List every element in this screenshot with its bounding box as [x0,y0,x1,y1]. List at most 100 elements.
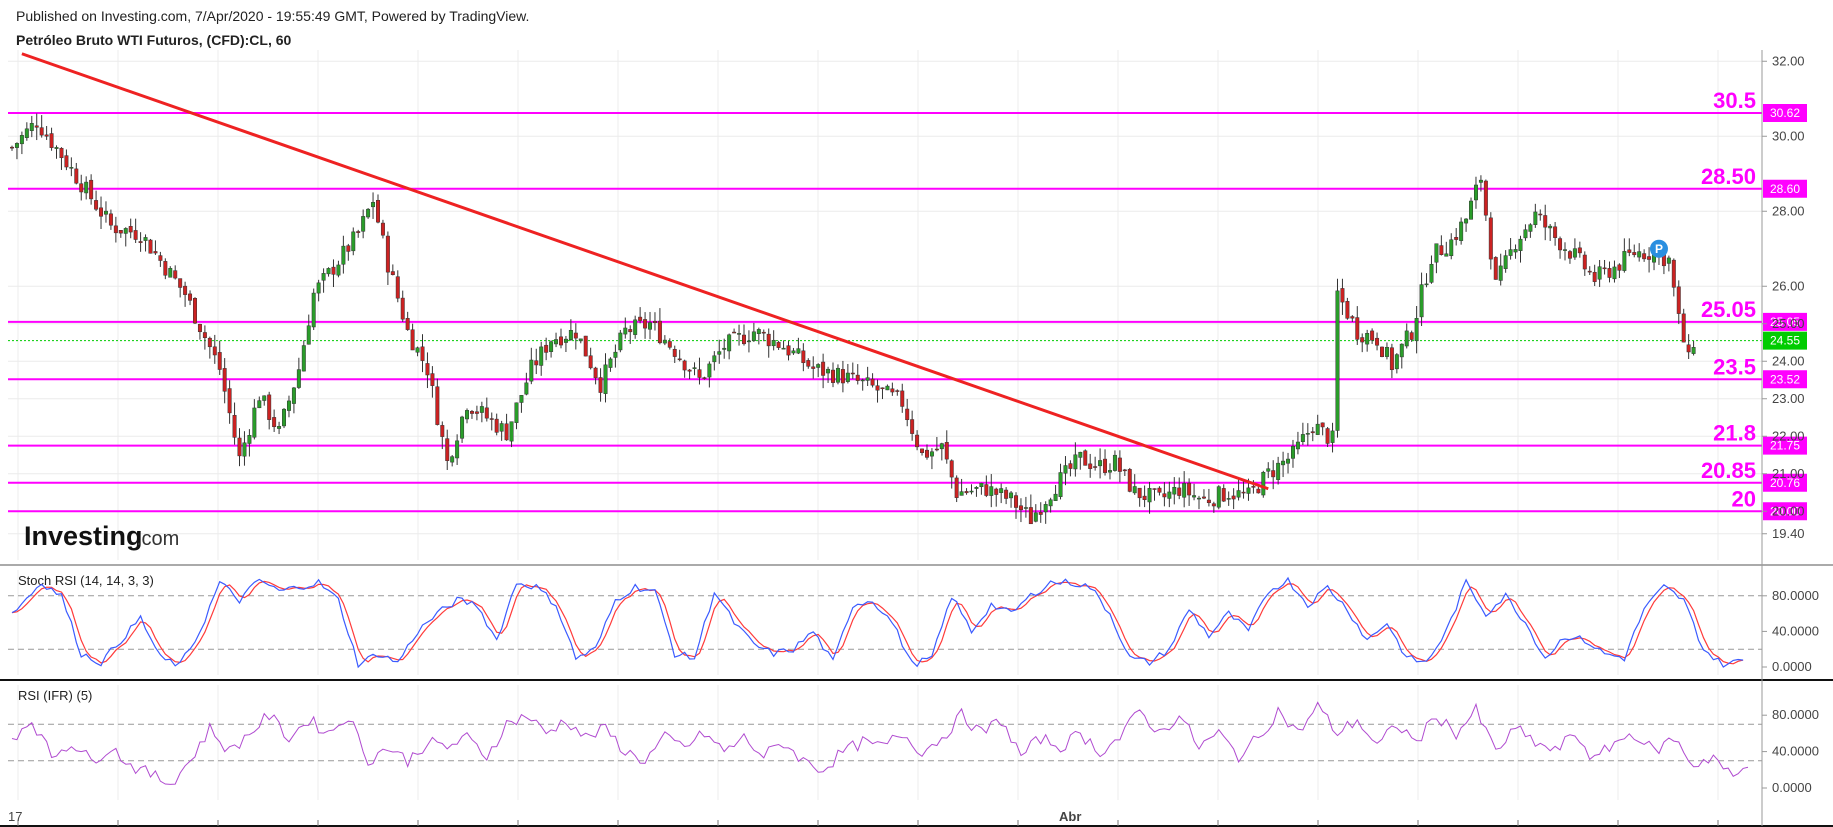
y-tick-label: 24.00 [1772,353,1805,368]
candle-body [138,241,143,243]
candle-body [890,388,895,393]
candle-body [1498,265,1503,281]
candle-body [1162,493,1167,498]
candle-body [549,341,554,352]
candle-body [1023,507,1028,509]
candle-body [1602,267,1607,270]
candle-body [826,368,831,374]
candle-body [222,368,227,392]
level-tag [1763,473,1807,492]
candle-body [128,226,133,233]
candle-body [326,268,331,275]
candle-body [237,437,242,457]
candle-body [761,331,766,334]
marker-p-icon[interactable]: P [1649,239,1668,258]
candle-body [840,369,845,384]
candle-body [247,435,252,444]
candle-body [316,282,321,294]
candle-body [1281,460,1286,466]
candle-body [791,350,796,354]
candle-body [321,273,326,281]
candle-body [1305,433,1310,435]
candle-body [380,222,385,236]
level-label: 25.05 [1701,297,1756,322]
candle-body [544,344,549,353]
candle-body [445,438,450,461]
candle-body [450,456,455,463]
candle-body [1127,469,1132,492]
candle-body [1380,346,1384,357]
candle-body [1642,253,1647,260]
candle-body [1563,249,1567,251]
candle-body [1241,491,1246,494]
candle-body [1192,495,1197,498]
candle-body [583,335,588,357]
candle-body [193,298,197,324]
candle-body [1473,184,1478,201]
candle-body [554,339,559,345]
candle-body [395,276,400,299]
candle-body [870,378,875,386]
candle-body [489,418,494,420]
candle-body [1365,333,1370,345]
candle-body [994,488,999,495]
candle-body [806,360,811,367]
candle-body [148,239,153,254]
candle-body [1622,251,1627,271]
candle-body [1266,468,1271,472]
candle-body [578,338,583,342]
level-tag [1763,436,1807,455]
candle-body [1459,221,1464,241]
candle-body [1028,507,1033,525]
candle-body [568,329,573,340]
y-tick-label: 28.00 [1772,203,1805,218]
y-tick-label: 25.00 [1772,316,1805,331]
candle-body [974,487,979,489]
candle-body [484,407,489,419]
candle-body [440,425,445,437]
candle-body [84,181,89,194]
candle-body [934,448,939,451]
y-tick-label: 20.00 [1772,503,1805,518]
candle-body [163,261,168,276]
level-tag-label: 20.00 [1770,504,1800,518]
candle-body [1033,512,1038,522]
candle-body [306,325,311,345]
candle-body [494,418,499,433]
candle-body [212,346,217,356]
y-tick-label: 23.00 [1772,391,1805,406]
candle-body [717,351,722,355]
candle-body [366,208,371,218]
candle-body [1197,497,1201,500]
candle-body [895,390,900,392]
candle-body [1251,486,1256,488]
y-tick-label: 22.00 [1772,428,1805,443]
candle-body [267,394,272,420]
candle-body [900,390,905,407]
candle-body [311,292,316,328]
candle-body [885,385,890,391]
candle-body [1093,466,1098,468]
level-label: 20 [1732,486,1756,511]
candle-body [559,336,563,346]
candle-body [123,228,128,234]
y-tick-label: 0.0000 [1772,780,1812,795]
candle-body [1434,243,1439,263]
candle-body [10,146,14,149]
candle-body [1295,441,1300,450]
candle-body [905,408,910,421]
candle-body [479,406,484,413]
candle-body [188,293,193,301]
candle-body [692,367,697,369]
candle-body [1310,431,1315,434]
candle-body [282,408,287,427]
candle-body [786,345,791,356]
candle-body [514,402,519,423]
candle-body [732,331,737,334]
candle-body [1617,264,1622,271]
candle-body [697,369,702,378]
candle-body [133,230,138,240]
candle-body [835,367,840,383]
candle-body [534,360,539,366]
